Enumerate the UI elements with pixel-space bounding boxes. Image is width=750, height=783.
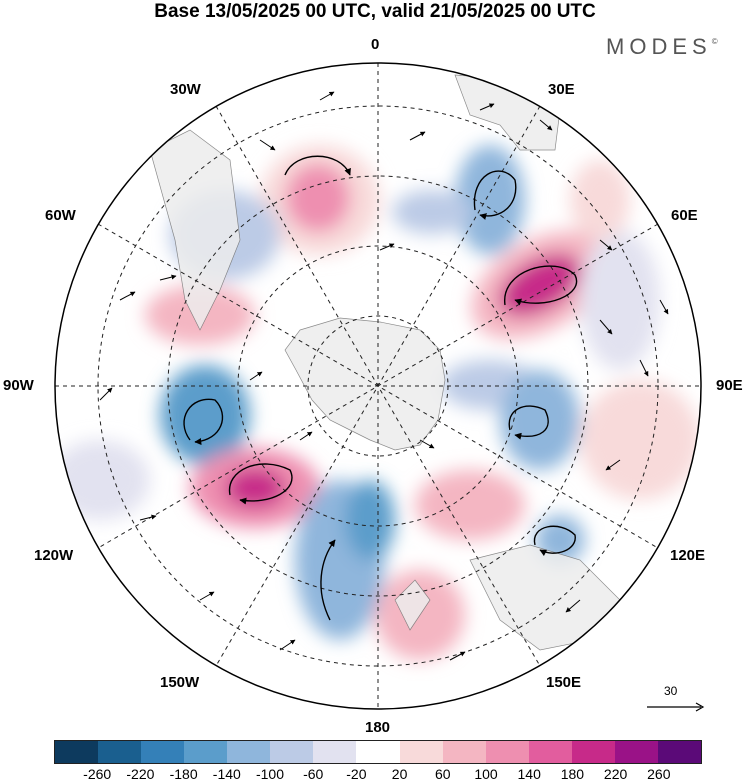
colorbar-tick-label: -60 [303,766,324,782]
longitude-label-180: 180 [365,719,391,736]
antarctica [284,317,446,451]
colorbar [54,740,702,764]
colorbar-tick-label: -180 [169,766,198,782]
longitude-label-60e: 60E [671,207,698,224]
colorbar-tick-label: 100 [474,766,498,782]
colorbar-swatch [313,741,357,763]
colorbar-swatch [442,741,486,763]
colorbar-tick-label: -220 [126,766,155,782]
colorbar-tick-label: 140 [517,766,541,782]
colorbar-tick-label: -260 [83,766,112,782]
colorbar-swatch [657,741,701,763]
longitude-label-90e: 90E [716,377,743,394]
colorbar-swatch [571,741,615,763]
wind-vectors [99,91,669,661]
colorbar-tick-label: -140 [212,766,241,782]
colorbar-swatch [184,741,228,763]
colorbar-ticks: -260 -220 -180 -140 -100 -60 -20 20 60 100 140 180 2… [0,766,750,782]
new-zealand [394,579,431,631]
chart-title: Base 13/05/2025 00 UTC, valid 21/05/2025… [154,1,596,22]
colorbar-swatch [356,741,400,763]
colorbar-swatch [399,741,443,763]
longitude-label-0: 0 [371,36,380,53]
landmasses [149,74,621,651]
reference-vector-value: 30 [664,684,678,698]
colorbar-tick-label: 60 [435,766,451,782]
colorbar-tick-label: -100 [255,766,285,782]
graticule [55,63,701,709]
colorbar-swatch [141,741,185,763]
copyright-mark: © [711,37,718,46]
south-america [149,129,241,331]
longitude-label-90w: 90W [3,377,34,394]
longitude-label-120e: 120E [670,547,706,564]
colorbar-tick-label: 20 [391,766,408,782]
map-boundary [54,62,702,710]
longitude-label-60w: 60W [45,207,76,224]
colorbar-tick-label: 180 [560,766,585,782]
contours [183,155,578,621]
colorbar-swatch [227,741,271,763]
colorbar-swatch [614,741,658,763]
colorbar-swatch [55,741,99,763]
reference-vector-arrow [647,702,705,712]
longitude-label-30w: 30W [170,81,201,98]
longitude-label-150e: 150E [546,674,582,691]
colorbar-swatch [98,741,142,763]
colorbar-swatch [528,741,572,763]
longitude-label-150w: 150W [160,674,200,691]
colorbar-swatch [270,741,314,763]
modes-logo: MODES© [606,34,718,60]
colorbar-tick-label: -20 [346,766,367,782]
colorbar-tick-label: 260 [647,766,671,782]
colorbar-swatch [485,741,529,763]
longitude-label-30e: 30E [548,81,575,98]
longitude-label-120w: 120W [34,547,74,564]
colorbar-tick-label: 220 [603,766,628,782]
modes-logo-text: MODES [606,34,712,59]
